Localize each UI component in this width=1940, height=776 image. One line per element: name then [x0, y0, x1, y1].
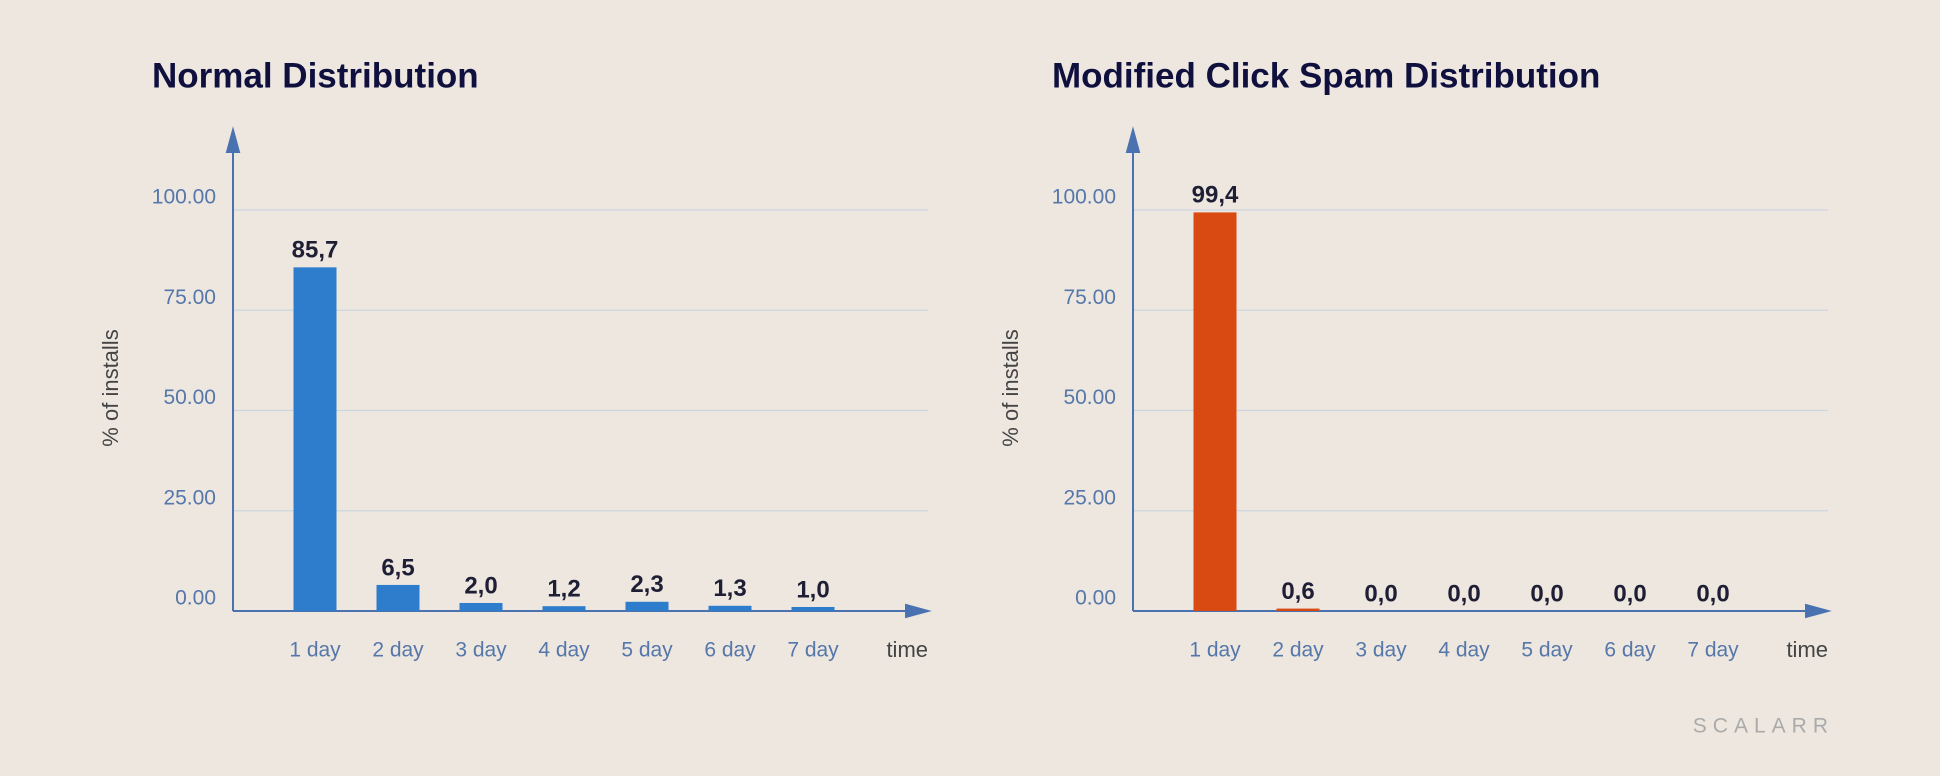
y-tick-label: 25.00 — [163, 486, 216, 509]
bar — [708, 605, 752, 611]
bar — [459, 602, 503, 611]
x-tick-label: 2 day — [1272, 639, 1324, 662]
value-label: 6,5 — [381, 554, 414, 581]
y-tick-label: 100.00 — [1052, 186, 1116, 209]
x-axis-label: time — [886, 637, 928, 662]
value-label: 2,0 — [464, 572, 497, 599]
x-tick-label: 4 day — [538, 639, 590, 662]
y-tick-label: 0.00 — [1075, 587, 1116, 610]
value-label: 1,3 — [713, 575, 746, 602]
value-label: 99,4 — [1192, 182, 1239, 209]
bar — [791, 606, 835, 611]
x-tick-label: 7 day — [787, 639, 839, 662]
x-tick-label: 2 day — [372, 639, 424, 662]
value-label: 85,7 — [292, 237, 339, 264]
x-tick-label: 5 day — [621, 639, 673, 662]
y-tick-label: 50.00 — [163, 386, 216, 409]
y-tick-label: 75.00 — [163, 286, 216, 309]
value-label: 1,2 — [547, 576, 580, 603]
value-label: 0,6 — [1281, 578, 1314, 605]
x-axis-label: time — [1786, 637, 1828, 662]
x-tick-label: 5 day — [1521, 639, 1573, 662]
y-axis-arrow — [225, 126, 241, 153]
value-label: 0,0 — [1696, 580, 1729, 607]
x-tick-label: 3 day — [455, 639, 507, 662]
y-tick-label: 50.00 — [1063, 386, 1116, 409]
value-label: 0,0 — [1613, 580, 1646, 607]
bar — [542, 606, 586, 611]
y-tick-label: 75.00 — [1063, 286, 1116, 309]
y-axis-arrow — [1125, 126, 1141, 153]
x-tick-label: 3 day — [1355, 639, 1407, 662]
chart-title: Normal Distribution — [152, 56, 479, 95]
y-axis-label: % of installs — [998, 329, 1023, 446]
x-tick-label: 1 day — [1189, 639, 1241, 662]
x-axis-arrow — [905, 603, 932, 619]
value-label: 0,0 — [1530, 580, 1563, 607]
value-label: 1,0 — [796, 576, 829, 603]
bar — [1193, 212, 1237, 611]
y-tick-label: 25.00 — [1063, 486, 1116, 509]
y-tick-label: 0.00 — [175, 587, 216, 610]
bar — [376, 584, 420, 611]
bar — [1276, 608, 1320, 611]
x-tick-label: 1 day — [289, 639, 341, 662]
x-axis-arrow — [1805, 603, 1832, 619]
bar — [293, 267, 337, 611]
bar — [625, 601, 669, 611]
x-tick-label: 7 day — [1687, 639, 1739, 662]
y-axis-label: % of installs — [98, 329, 123, 446]
x-tick-label: 6 day — [704, 639, 756, 662]
y-tick-label: 100.00 — [152, 186, 216, 209]
x-tick-label: 6 day — [1604, 639, 1656, 662]
watermark: SCALARR — [1693, 715, 1834, 738]
value-label: 0,0 — [1364, 580, 1397, 607]
x-tick-label: 4 day — [1438, 639, 1490, 662]
value-label: 0,0 — [1447, 580, 1480, 607]
value-label: 2,3 — [630, 571, 663, 598]
chart-title: Modified Click Spam Distribution — [1052, 56, 1600, 95]
